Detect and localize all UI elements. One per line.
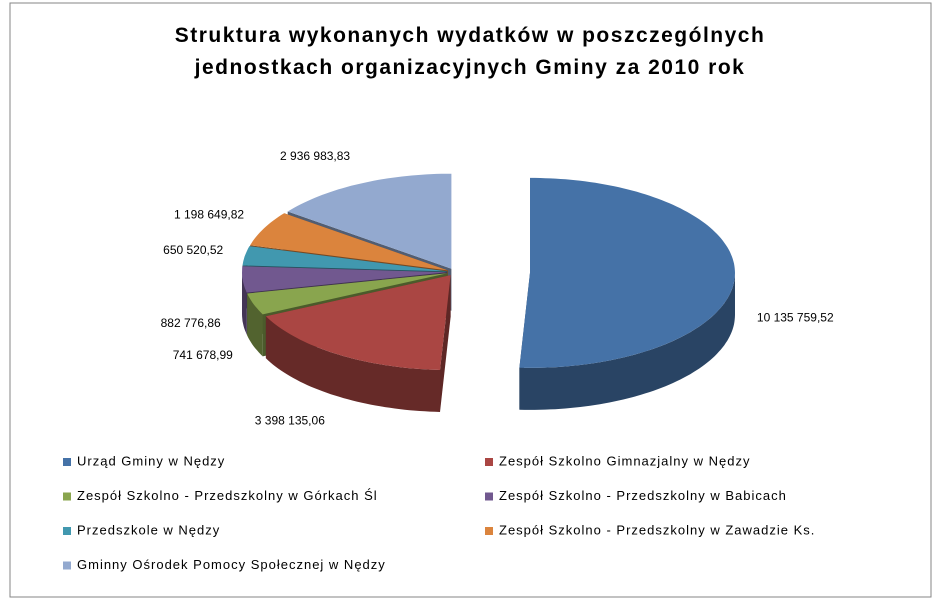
- data-label: 650 520,52: [163, 243, 223, 257]
- slice-wall: [247, 293, 263, 357]
- legend-label: Zespół Szkolno - Przedszkolny w Zawadzie…: [499, 522, 815, 537]
- data-label: 2 936 983,83: [280, 149, 350, 163]
- legend-label: Zespół Szkolno Gimnazjalny w Nędzy: [499, 453, 750, 468]
- data-label: 3 398 135,06: [255, 413, 325, 427]
- legend-swatch: [63, 561, 71, 570]
- chart-title: Struktura wykonanych wydatków w poszczeg…: [174, 24, 766, 79]
- legend-swatch: [485, 492, 493, 501]
- slice-wall: [265, 316, 440, 412]
- data-label: 741 678,99: [173, 348, 233, 362]
- legend-label: Zespół Szkolno - Przedszkolny w Babicach: [499, 488, 787, 503]
- slice-wall: [242, 272, 247, 335]
- data-label: 10 135 759,52: [757, 310, 834, 324]
- legend-swatch: [63, 527, 71, 535]
- slice-wall: [519, 272, 735, 410]
- slice: [250, 213, 448, 271]
- legend-label: Gminny Ośrodek Pomocy Społecznej w Nędzy: [77, 557, 386, 572]
- chart-border: [9, 2, 932, 598]
- legend-swatch: [63, 458, 71, 466]
- data-label: 882 776,86: [161, 316, 221, 330]
- slice: [287, 173, 452, 269]
- data-label: 1 198 649,82: [174, 207, 244, 221]
- legend-label: Zespół Szkolno - Przedszkolny w Górkach …: [77, 488, 378, 503]
- slice: [242, 246, 448, 272]
- slice: [519, 177, 735, 368]
- slice: [242, 266, 447, 293]
- slice: [247, 273, 448, 315]
- legend-swatch: [485, 458, 493, 466]
- slice: [265, 275, 451, 370]
- legend-swatch: [63, 492, 71, 501]
- legend-label: Przedszkole w Nędzy: [77, 522, 220, 537]
- legend-swatch: [485, 527, 493, 535]
- legend-label: Urząd Gminy w Nędzy: [77, 453, 225, 468]
